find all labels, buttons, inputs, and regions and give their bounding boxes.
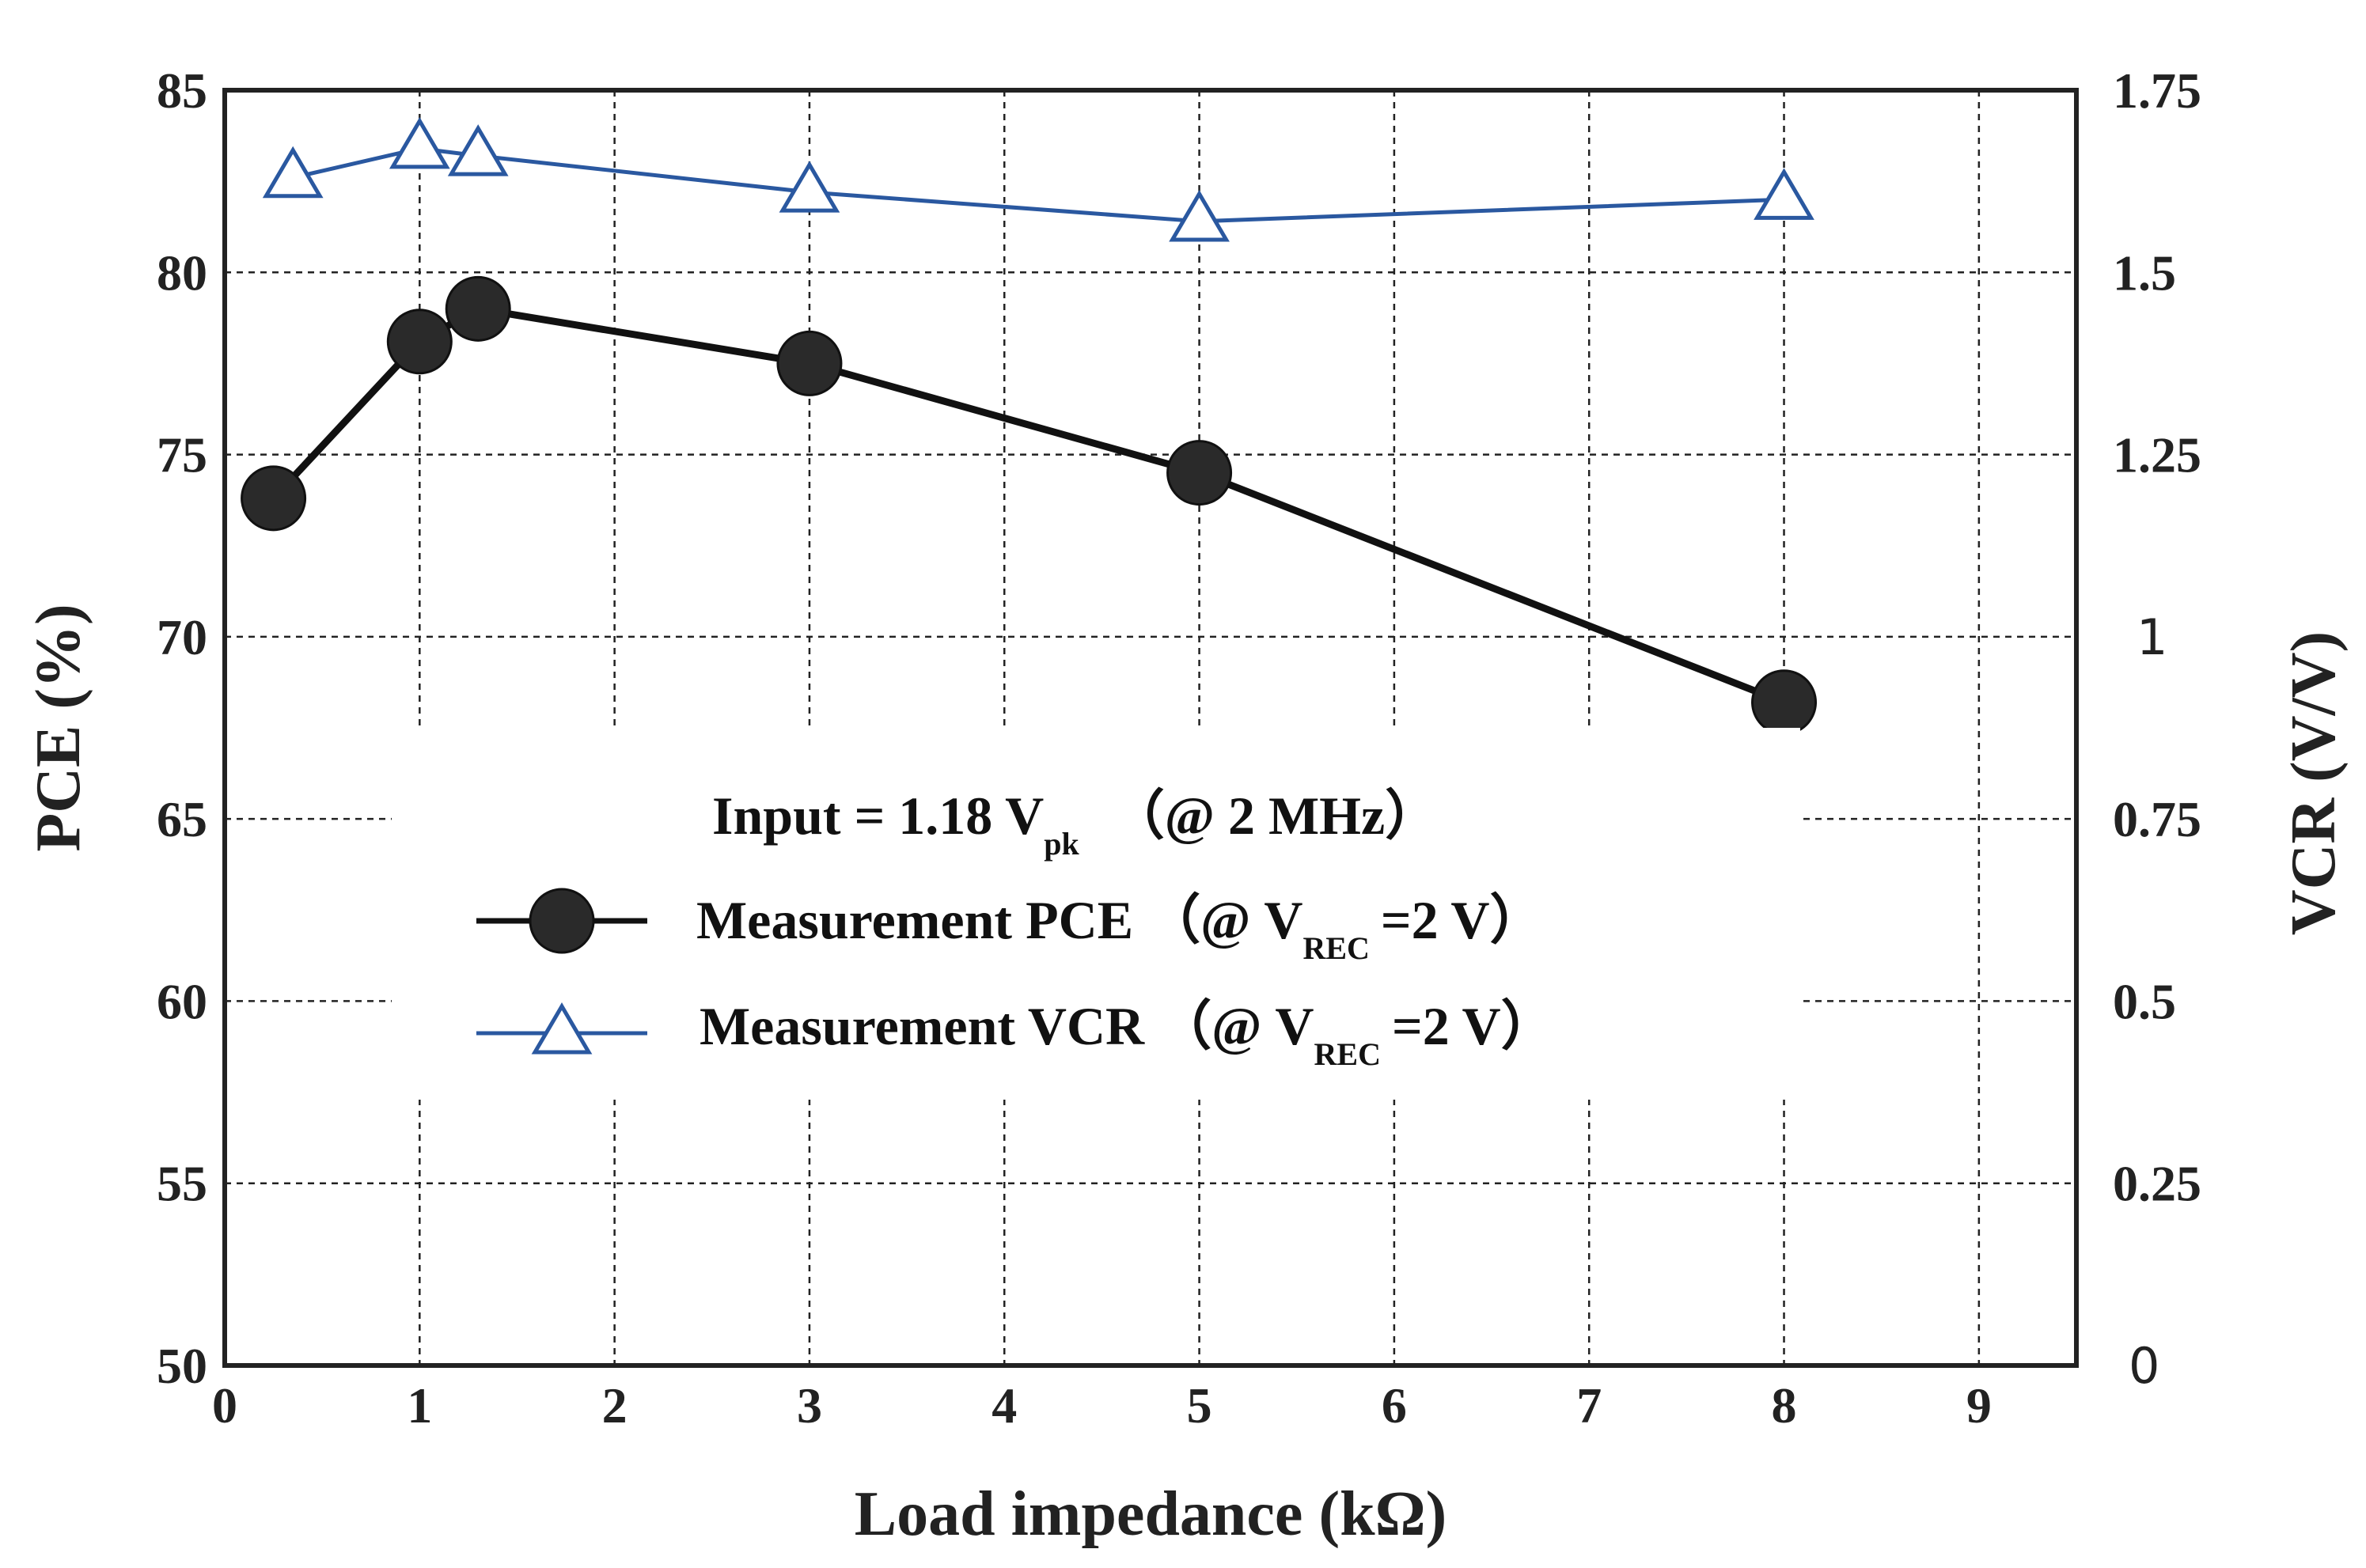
measurement-pce-point [241, 465, 307, 532]
x-tick-label: 7 [1576, 1377, 1602, 1434]
y-right-tick-label: 0 [2129, 1337, 2159, 1395]
plot-frame [222, 88, 2079, 1368]
legend-title-sub: pk [1044, 826, 1079, 862]
legend-title-tail: （@ 2 MHz） [1111, 786, 1439, 846]
legend-pce-tail: =2 V） [1381, 890, 1544, 950]
x-tick-label: 5 [1187, 1377, 1212, 1434]
x-tick-label: 4 [992, 1377, 1017, 1434]
y-left-tick-label: 50 [157, 1338, 207, 1394]
legend-pce-main: Measurement PCE （@ V [696, 890, 1302, 950]
measurement-vcr-point [389, 116, 450, 169]
y-right-tick-label: 1.5 [2113, 244, 2176, 301]
legend-vcr-label: Measurement VCR （@ VREC =2 V） [700, 996, 1555, 1072]
measurement-pce-line [271, 305, 1786, 706]
y-right-tick-label: 1.25 [2113, 427, 2201, 483]
y-left-tick-label: 60 [157, 973, 207, 1029]
legend: Input = 1.18 Vpk （@ 2 MHz） Measurement PC… [392, 728, 1800, 1100]
legend-pce-label: Measurement PCE （@ VREC =2 V） [696, 890, 1544, 966]
measurement-pce-point [1751, 669, 1818, 736]
measurement-pce-point [386, 309, 453, 375]
tick-labels: 0 1 2 3 4 5 6 7 8 9 50 55 60 65 70 75 80 85 0 0.25 0.5 0.75 1 1… [157, 62, 2201, 1434]
y-right-axis-title: VCR (V/V) [2279, 631, 2349, 935]
x-tick-label: 8 [1772, 1377, 1797, 1434]
y-left-tick-label: 55 [157, 1156, 207, 1212]
y-right-tick-label: 0.75 [2113, 791, 2201, 847]
legend-background [392, 728, 1800, 1100]
y-right-tick-label: 1.75 [2113, 62, 2201, 119]
legend-vcr-sub: REC [1314, 1036, 1381, 1072]
y-left-axis-title: PCE (%) [24, 604, 93, 851]
legend-pce-marker [529, 888, 595, 954]
legend-vcr-marker [531, 1002, 593, 1055]
y-right-tick-label: 0.5 [2113, 973, 2176, 1029]
x-tick-label: 0 [212, 1377, 237, 1434]
measurement-vcr-point [1754, 168, 1814, 220]
measurement-pce-point [445, 275, 511, 342]
series-layer [241, 116, 1818, 736]
measurement-pce-point [776, 330, 843, 396]
legend-vcr-main: Measurement VCR （@ V [700, 996, 1314, 1056]
legend-title-main: Input = 1.18 V [712, 786, 1044, 846]
legend-title: Input = 1.18 Vpk （@ 2 MHz） [712, 786, 1439, 862]
y-left-tick-label: 85 [157, 62, 207, 119]
x-axis-title: Load impedance (kΩ) [855, 1479, 1447, 1549]
y-left-tick-label: 75 [157, 427, 207, 483]
x-tick-label: 3 [797, 1377, 822, 1434]
y-left-tick-label: 70 [157, 609, 207, 665]
measurement-vcr-point [447, 124, 509, 176]
measurement-vcr-point [262, 146, 324, 199]
x-tick-label: 9 [1966, 1377, 1992, 1434]
y-left-tick-label: 80 [157, 244, 207, 301]
y-right-tick-label: 0.25 [2113, 1156, 2201, 1212]
legend-pce-sub: REC [1302, 930, 1369, 966]
measurement-pce-point [1166, 440, 1233, 506]
x-tick-label: 2 [602, 1377, 628, 1434]
measurement-vcr-point [1169, 190, 1230, 242]
x-tick-label: 6 [1382, 1377, 1407, 1434]
y-right-tick-label: 1 [2137, 608, 2167, 666]
measurement-vcr-point [779, 161, 840, 213]
x-tick-label: 1 [407, 1377, 432, 1434]
legend-vcr-tail: =2 V） [1392, 996, 1555, 1056]
y-left-tick-label: 65 [157, 791, 207, 847]
